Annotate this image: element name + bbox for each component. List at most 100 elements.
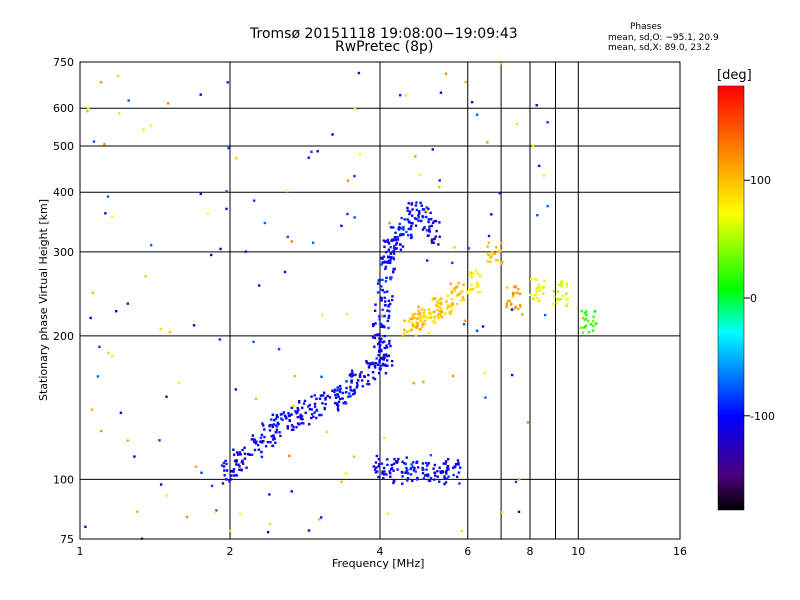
data-point: [283, 270, 287, 274]
y-tick-label: 750: [53, 56, 74, 69]
data-point: [344, 391, 348, 394]
data-point: [410, 202, 414, 205]
data-point: [410, 317, 414, 321]
data-point: [439, 313, 442, 317]
data-point: [453, 246, 456, 249]
data-point: [421, 228, 425, 231]
x-tick-label: 6: [464, 545, 471, 558]
data-point: [199, 192, 202, 196]
data-point: [479, 291, 482, 294]
data-point: [251, 438, 254, 441]
data-point: [420, 316, 424, 319]
data-point: [565, 304, 568, 308]
data-point: [286, 235, 289, 239]
data-point: [413, 312, 417, 316]
data-point: [396, 235, 400, 239]
data-point: [142, 128, 145, 131]
data-point: [276, 421, 280, 425]
data-point: [450, 289, 453, 293]
data-point: [468, 288, 471, 291]
data-point: [387, 255, 390, 258]
data-point: [283, 414, 287, 417]
data-point: [475, 329, 479, 332]
data-point: [389, 226, 393, 229]
data-point: [228, 480, 231, 483]
data-point: [417, 305, 420, 309]
data-point: [457, 293, 460, 296]
data-point: [333, 388, 337, 391]
data-point: [319, 394, 323, 397]
data-point: [339, 387, 342, 390]
data-point: [295, 426, 298, 429]
data-point: [395, 247, 398, 250]
data-point: [404, 471, 407, 474]
data-point: [346, 212, 349, 216]
data-point: [392, 257, 396, 261]
data-point: [475, 283, 479, 286]
data-point: [233, 474, 236, 477]
data-point: [443, 482, 446, 486]
data-point: [271, 438, 275, 441]
data-point: [507, 299, 510, 303]
data-point: [421, 462, 425, 465]
data-point: [86, 109, 89, 113]
data-point: [350, 379, 354, 382]
data-point: [371, 336, 375, 339]
data-point: [353, 107, 357, 110]
data-point: [440, 296, 443, 300]
data-point: [407, 319, 410, 322]
data-point: [413, 325, 416, 328]
data-point: [533, 277, 536, 280]
data-point: [414, 155, 417, 158]
data-point: [439, 470, 442, 473]
data-point: [388, 276, 392, 279]
data-point: [387, 512, 390, 515]
data-point: [552, 290, 556, 293]
data-point: [271, 425, 274, 429]
data-point: [486, 245, 489, 248]
data-point: [517, 478, 521, 481]
data-point: [384, 372, 388, 375]
data-point: [220, 464, 224, 467]
data-point: [321, 314, 324, 317]
data-point: [445, 477, 449, 481]
data-point: [315, 397, 318, 400]
data-point: [284, 415, 287, 419]
data-point: [348, 392, 351, 395]
data-point: [96, 375, 100, 378]
data-point: [253, 438, 257, 441]
data-point: [424, 210, 428, 214]
data-point: [381, 341, 384, 344]
data-point: [385, 354, 389, 358]
data-point: [421, 215, 424, 218]
data-point: [415, 201, 418, 204]
data-point: [427, 311, 431, 314]
data-point: [515, 122, 519, 126]
data-point: [409, 466, 413, 470]
data-point: [290, 240, 294, 243]
data-point: [337, 400, 341, 404]
data-point: [430, 311, 434, 314]
data-point: [521, 313, 524, 316]
x-tick-label: 1: [77, 545, 84, 558]
data-point: [496, 258, 500, 262]
data-point: [559, 298, 562, 301]
data-point: [313, 402, 317, 406]
data-point: [560, 280, 564, 283]
data-point: [414, 224, 418, 227]
data-point: [313, 411, 316, 414]
data-point: [292, 425, 295, 429]
data-point: [165, 395, 168, 398]
data-point: [334, 393, 337, 397]
data-point: [445, 300, 448, 303]
data-point: [406, 209, 410, 212]
data-point: [389, 255, 392, 259]
data-point: [390, 467, 394, 470]
data-point: [387, 326, 390, 330]
data-point: [233, 459, 237, 463]
data-point: [410, 221, 413, 225]
data-point: [367, 382, 371, 386]
legend-title: Phases: [630, 22, 662, 32]
data-point: [277, 422, 280, 426]
data-point: [429, 312, 432, 315]
